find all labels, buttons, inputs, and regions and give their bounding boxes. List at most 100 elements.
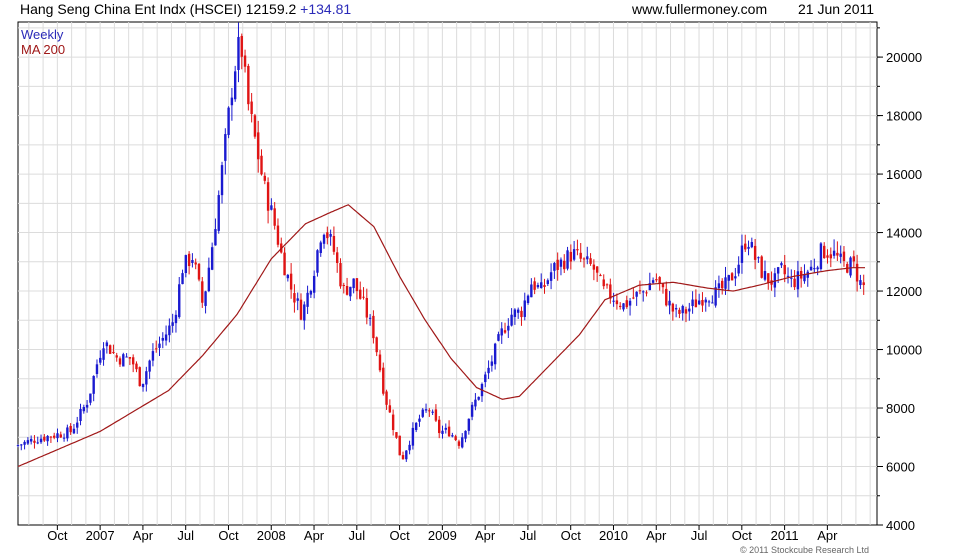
- candle-body: [441, 430, 444, 434]
- candle-down: [49, 436, 53, 443]
- candle-up: [39, 434, 43, 444]
- candle-body: [704, 299, 707, 303]
- candle-body: [293, 293, 296, 303]
- candle-up: [474, 393, 477, 411]
- candle-body: [145, 371, 148, 385]
- candle-up: [642, 290, 645, 302]
- candle-body: [398, 435, 401, 456]
- candle-down: [576, 239, 579, 256]
- candle-up: [233, 65, 237, 102]
- candle-body: [335, 252, 339, 264]
- candle-up: [622, 303, 625, 312]
- candle-body: [201, 281, 204, 303]
- candle-down: [59, 431, 62, 438]
- y-tick-label: 18000: [886, 109, 922, 124]
- candle-body: [809, 266, 813, 271]
- candle-body: [684, 309, 688, 314]
- candle-up: [181, 269, 184, 285]
- y-tick-label: 8000: [886, 401, 915, 416]
- candle-body: [95, 364, 99, 374]
- candle-body: [750, 242, 754, 248]
- y-axis: 4000 6000 8000 10000 12000 14000 16000 18000 200…: [877, 27, 922, 533]
- candle-body: [507, 325, 510, 331]
- candle-down: [721, 278, 724, 295]
- candle-body: [645, 292, 648, 294]
- candle-body: [859, 280, 862, 286]
- candle-body: [233, 71, 237, 100]
- candle-up: [790, 269, 793, 288]
- candle-up: [530, 278, 533, 298]
- candle-down: [250, 93, 253, 123]
- candle-up: [418, 414, 421, 427]
- candle-down: [52, 432, 56, 440]
- candle-body: [632, 297, 635, 299]
- candle-up: [507, 318, 510, 338]
- candle-up: [352, 278, 355, 294]
- candle-down: [503, 322, 507, 334]
- candle-body: [655, 279, 658, 281]
- candle-body: [23, 441, 26, 445]
- candle-down: [138, 366, 141, 387]
- candle-down: [632, 288, 635, 300]
- candle-body: [536, 284, 540, 288]
- candle-body: [648, 283, 652, 291]
- candle-body: [355, 278, 359, 292]
- candle-body: [69, 426, 72, 433]
- candle-body: [563, 260, 566, 270]
- candle-body: [694, 299, 698, 308]
- candle-body: [503, 330, 507, 333]
- candle-body: [345, 286, 349, 295]
- candle-body: [227, 107, 230, 135]
- candle-body: [776, 267, 780, 274]
- candle-body: [395, 432, 398, 438]
- candle-down: [438, 416, 441, 439]
- candle-down: [434, 404, 438, 423]
- candle-up: [286, 273, 290, 282]
- candle-body: [29, 438, 33, 442]
- candle-down: [645, 290, 648, 297]
- candle-up: [141, 383, 145, 392]
- candle-body: [49, 436, 53, 438]
- candle-down: [862, 274, 865, 295]
- candle-up: [740, 234, 744, 274]
- candle-body: [484, 374, 487, 383]
- candle-body: [270, 205, 273, 210]
- candle-body: [428, 410, 431, 412]
- candle-up: [26, 437, 30, 445]
- candle-up: [470, 401, 474, 421]
- candle-body: [414, 422, 418, 430]
- candle-up: [161, 332, 164, 349]
- candle-up: [424, 403, 428, 413]
- candle-body: [444, 427, 447, 430]
- candle-up: [513, 308, 517, 325]
- candle-up: [549, 263, 553, 290]
- candle-body: [576, 249, 579, 251]
- candle-body: [342, 284, 345, 286]
- candle-up: [780, 261, 783, 269]
- candle-up: [191, 253, 194, 268]
- candle-body: [405, 450, 408, 460]
- candle-up: [102, 342, 105, 366]
- grid-lines: [18, 22, 877, 525]
- candle-down: [131, 354, 135, 373]
- candle-up: [316, 249, 319, 277]
- candle-body: [767, 273, 770, 283]
- candle-up: [178, 277, 181, 319]
- candle-up: [204, 290, 207, 314]
- ma-200-line: [17, 204, 865, 468]
- candle-body: [66, 427, 69, 439]
- candle-body: [33, 440, 36, 443]
- index-name: Hang Seng China Ent Indx (HSCEI): [20, 1, 242, 17]
- candle-down: [382, 362, 385, 396]
- candle-down: [563, 254, 566, 273]
- candle-body: [368, 317, 372, 319]
- candle-body: [115, 355, 118, 358]
- candle-down: [283, 247, 286, 276]
- candle-body: [454, 436, 457, 441]
- candle-down: [375, 336, 378, 357]
- candle-body: [628, 300, 632, 306]
- candle-down: [112, 344, 115, 354]
- candle-down: [855, 254, 859, 292]
- candle-body: [691, 299, 694, 307]
- x-tick-label: 2009: [428, 528, 457, 543]
